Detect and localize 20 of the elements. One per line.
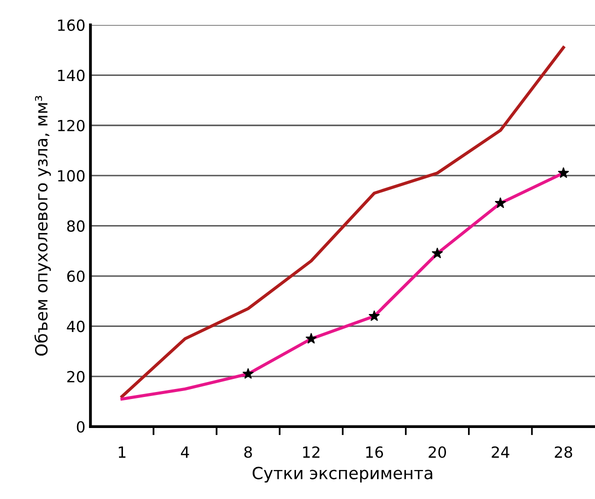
x-tick-label: 8: [244, 446, 252, 458]
x-tick-label: 28: [554, 446, 572, 458]
x-tick-label: 12: [303, 446, 320, 458]
y-tick-label: 80: [67, 220, 85, 232]
x-tick-label: 24: [492, 446, 510, 458]
y-tick-label: 100: [58, 170, 85, 182]
line-series: [120, 46, 565, 398]
x-tick-label: 20: [428, 446, 446, 458]
y-tick-label: 120: [58, 120, 85, 132]
x-tick-label: 1: [118, 446, 126, 458]
y-tick-label: 160: [58, 19, 85, 31]
y-tick-label: 0: [76, 421, 85, 433]
y-tick-label: 40: [66, 320, 85, 332]
y-tick-label: 60: [67, 270, 85, 282]
x-tick-label: 16: [366, 446, 384, 458]
x-axis-title: Сутки эксперимента: [252, 466, 432, 483]
y-tick-label: 140: [58, 70, 85, 82]
y-axis-title: Объем опухолевого узла, мм³: [34, 96, 51, 356]
x-tick-label: 4: [180, 446, 190, 458]
y-tick-label: 20: [67, 370, 85, 382]
